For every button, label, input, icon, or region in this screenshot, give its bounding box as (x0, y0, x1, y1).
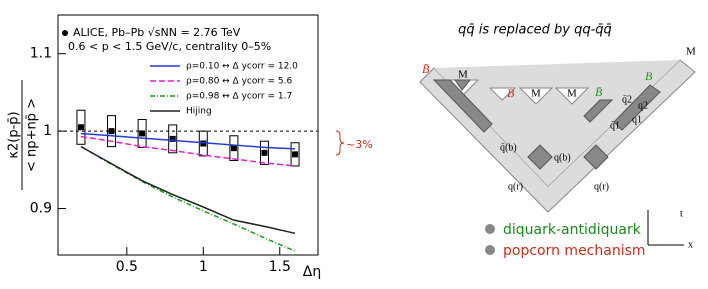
data-point (292, 151, 299, 158)
label: q̄2 (622, 94, 632, 105)
y-label-denominator: < np+np̄ > (25, 98, 40, 172)
diagram-title: qq̄ is replaced by qq-q̄q̄ (458, 23, 612, 38)
label: t (680, 208, 683, 219)
y-tick-label: 0.9 (30, 201, 52, 217)
legend-icon (485, 224, 495, 234)
label: q(r) (594, 181, 609, 192)
subtitle: 0.6 < p < 1.5 GeV/c, centrality 0–5% (68, 40, 271, 53)
syst-box (168, 124, 178, 154)
diagram-legend: popcorn mechanism (503, 243, 646, 259)
label: q̄1 (610, 120, 620, 131)
bracket (335, 130, 345, 156)
syst-box (229, 135, 239, 162)
y-tick-label: 1 (43, 123, 52, 139)
data-point (108, 128, 115, 135)
y-label-numerator: κ2(p-p̄) (7, 111, 22, 158)
data-point (200, 140, 207, 147)
series-line (80, 145, 296, 235)
syst-box (137, 119, 147, 148)
x-label: Δη (303, 264, 321, 280)
legend-label: ALICE, Pb–Pb √sNN = 2.76 TeV (73, 26, 241, 39)
y-label: κ2(p-p̄) < np+np̄ > (7, 80, 40, 190)
data-point (261, 149, 268, 156)
baryon-shapes (432, 79, 661, 170)
label: q1 (632, 114, 642, 125)
x-tick-label: 1 (199, 259, 208, 275)
label: B (645, 69, 653, 83)
label: B̄ (422, 62, 430, 76)
legend-label: ρ=0.10 ↔ Δ ycorr = 12.0 (186, 62, 298, 72)
legend-icon (485, 245, 495, 255)
label: M (567, 88, 577, 100)
label: x (688, 239, 693, 250)
label: B (507, 86, 515, 100)
label: M (686, 46, 696, 58)
plot-frame (57, 14, 319, 256)
x-tick-label: 1.5 (269, 259, 291, 275)
legend-label: ρ=0.80 ↔ Δ ycorr = 5.6 (186, 77, 292, 87)
label: q2 (638, 100, 648, 111)
legend-label: ρ=0.98 ↔ Δ ycorr = 1.7 (186, 92, 292, 102)
syst-box (107, 115, 117, 148)
series-line (80, 132, 296, 150)
data-point (169, 135, 176, 142)
label: M (531, 88, 541, 100)
syst-box (259, 140, 269, 165)
data-point (77, 124, 84, 131)
series-line (80, 135, 296, 167)
legend-label: Hijing (186, 107, 212, 117)
y-tick-label: 1.1 (30, 46, 52, 62)
annotation: ~3% (346, 138, 373, 151)
diagram-legend: diquark-antidiquark (503, 222, 642, 238)
label: q(r) (508, 181, 523, 192)
syst-box (76, 109, 86, 145)
label: q̄(b) (500, 142, 517, 153)
label: M (458, 69, 468, 81)
data-point (139, 130, 146, 137)
label: B̄ (595, 85, 603, 99)
legend-marker (62, 30, 68, 36)
x-tick-label: 0.5 (116, 259, 138, 275)
label: q(b) (554, 152, 571, 163)
data-point (230, 145, 237, 152)
